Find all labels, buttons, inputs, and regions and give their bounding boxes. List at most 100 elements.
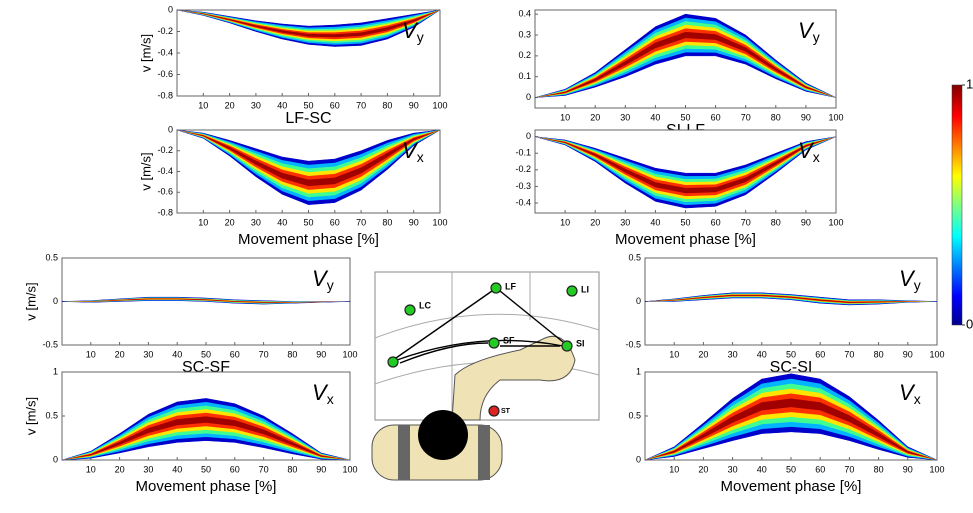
component-label: Vx — [798, 138, 820, 165]
x-tick-label: 80 — [771, 217, 781, 227]
x-tick-label: 90 — [801, 217, 811, 227]
x-tick-label: 100 — [929, 464, 944, 474]
y-tick-label: 0.5 — [45, 252, 58, 262]
velocity-band — [62, 405, 350, 460]
arrows — [395, 290, 564, 364]
y-axis-label: v [m/s] — [23, 397, 38, 435]
velocity-band — [535, 136, 836, 194]
x-tick-label: 60 — [815, 464, 825, 474]
x-tick-label: 30 — [620, 112, 630, 122]
head — [418, 410, 468, 460]
x-tick-label: 10 — [560, 112, 570, 122]
x-tick-label: 70 — [259, 349, 269, 359]
x-tick-label: 60 — [330, 217, 340, 227]
x-tick-label: 30 — [251, 217, 261, 227]
x-tick-label: 100 — [432, 217, 447, 227]
component-main: V — [402, 18, 419, 43]
x-tick-label: 50 — [201, 349, 211, 359]
x-tick-label: 40 — [277, 217, 287, 227]
y-tick-label: 0.5 — [45, 410, 58, 420]
y-tick-label: -0.4 — [157, 47, 173, 57]
x-tick-label: 10 — [198, 217, 208, 227]
x-tick-label: 80 — [287, 349, 297, 359]
node-label: LF — [505, 281, 516, 291]
y-tick-label: 0 — [53, 296, 58, 306]
component-main: V — [402, 138, 419, 163]
component-sub: x — [813, 149, 820, 165]
x-tick-label: 80 — [874, 464, 884, 474]
x-tick-label: 70 — [741, 217, 751, 227]
x-tick-label: 80 — [382, 217, 392, 227]
y-tick-label: -0.5 — [625, 339, 641, 349]
component-label: Vy — [312, 266, 334, 293]
y-tick-label: -0.4 — [157, 166, 173, 176]
x-tick-label: 60 — [230, 349, 240, 359]
y-tick-label: 1 — [53, 366, 58, 376]
x-tick-label: 100 — [342, 349, 357, 359]
component-label: Vy — [798, 18, 820, 45]
y-tick-label: -0.1 — [515, 148, 531, 158]
y-tick-label: 1 — [636, 366, 641, 376]
component-sub: y — [813, 29, 820, 45]
x-tick-label: 40 — [757, 349, 767, 359]
x-tick-label: 20 — [115, 464, 125, 474]
x-tick-label: 100 — [432, 100, 447, 110]
x-tick-label: 30 — [143, 464, 153, 474]
y-tick-label: -0.2 — [157, 26, 173, 36]
component-label: Vy — [899, 266, 921, 293]
panel-title: LF-SC — [285, 110, 331, 127]
x-axis-label: Movement phase [%] — [136, 478, 277, 495]
x-tick-label: 60 — [711, 112, 721, 122]
y-tick-label: -0.2 — [157, 145, 173, 155]
x-tick-label: 80 — [382, 100, 392, 110]
x-tick-label: 80 — [771, 112, 781, 122]
y-tick-label: -0.8 — [157, 90, 173, 100]
component-label: Vx — [312, 380, 334, 407]
x-tick-label: 10 — [86, 464, 96, 474]
x-tick-label: 90 — [316, 464, 326, 474]
y-tick-label: 0.3 — [518, 29, 531, 39]
component-main: V — [798, 18, 815, 43]
x-tick-label: 100 — [342, 464, 357, 474]
component-label: Vx — [899, 380, 921, 407]
velocity-band — [62, 416, 350, 460]
x-tick-label: 20 — [698, 349, 708, 359]
component-sub: y — [417, 29, 424, 45]
x-tick-label: 70 — [844, 464, 854, 474]
velocity-band — [177, 130, 440, 187]
x-tick-label: 100 — [828, 217, 843, 227]
y-tick-label: -0.6 — [157, 69, 173, 79]
x-tick-label: 40 — [172, 464, 182, 474]
arm — [451, 335, 576, 421]
x-tick-label: 20 — [225, 100, 235, 110]
x-axis-label: Movement phase [%] — [721, 478, 862, 495]
x-tick-label: 10 — [669, 349, 679, 359]
x-tick-label: 40 — [650, 112, 660, 122]
component-sub: y — [327, 277, 334, 293]
component-main: V — [899, 266, 916, 291]
x-tick-label: 90 — [409, 217, 419, 227]
x-tick-label: 60 — [230, 464, 240, 474]
y-tick-label: -0.3 — [515, 181, 531, 191]
component-label: Vy — [402, 18, 424, 45]
y-axis-label: v [m/s] — [138, 152, 153, 190]
x-tick-label: 100 — [929, 349, 944, 359]
node-label: LC — [419, 300, 431, 310]
y-tick-label: 0.4 — [518, 9, 531, 19]
velocity-band — [177, 10, 440, 38]
y-tick-label: 0.2 — [518, 50, 531, 60]
x-tick-label: 90 — [903, 464, 913, 474]
x-tick-label: 50 — [786, 464, 796, 474]
node-label: LI — [581, 284, 589, 294]
x-tick-label: 40 — [277, 100, 287, 110]
x-axis-label: Movement phase [%] — [615, 231, 756, 248]
y-tick-label: 0 — [636, 454, 641, 464]
arc — [374, 313, 600, 339]
x-tick-label: 70 — [356, 100, 366, 110]
y-tick-label: -0.6 — [157, 187, 173, 197]
y-axis-label: v [m/s] — [23, 282, 38, 320]
component-sub: x — [914, 391, 921, 407]
x-tick-label: 20 — [698, 464, 708, 474]
component-label: Vx — [402, 138, 424, 165]
x-tick-label: 50 — [786, 349, 796, 359]
